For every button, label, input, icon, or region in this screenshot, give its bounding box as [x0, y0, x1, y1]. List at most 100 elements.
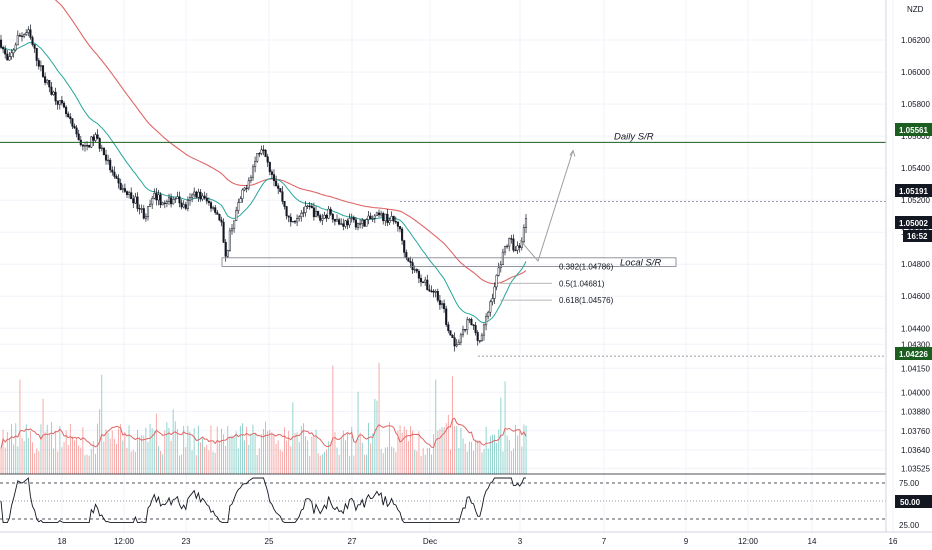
volume-bar — [414, 449, 416, 474]
candle-body — [352, 217, 355, 221]
volume-bar — [189, 431, 191, 474]
candle-body — [241, 189, 244, 199]
candle-body — [107, 159, 110, 162]
svg-text:1.05002: 1.05002 — [899, 219, 928, 228]
candle-body — [123, 188, 126, 192]
volume-bar — [237, 448, 239, 474]
candle-body — [338, 219, 341, 225]
fibonacci-levels[interactable]: 0.382(1.04786) 0.5(1.04681) 0.618(1.04576) — [500, 262, 614, 305]
volume-bar — [229, 437, 231, 474]
volume-bar — [269, 429, 271, 474]
volume-bar — [498, 429, 500, 474]
volume-bar — [97, 423, 98, 474]
volume-bar — [145, 427, 147, 474]
projection-path[interactable] — [519, 150, 574, 263]
volume-bar — [359, 432, 361, 474]
candle-body — [71, 118, 74, 127]
candle-body — [94, 134, 97, 141]
volume-bar — [307, 440, 309, 474]
volume-bar — [124, 432, 126, 474]
volume-bar — [370, 443, 372, 474]
candle-body — [33, 44, 36, 49]
volume-bar — [149, 423, 151, 474]
volume-bar — [84, 455, 86, 474]
volume-bar — [120, 424, 122, 474]
candle-body — [96, 134, 99, 139]
volume-bar — [492, 434, 493, 474]
candle-body — [371, 218, 374, 220]
volume-bar — [126, 447, 128, 474]
local-sr-zone[interactable] — [221, 257, 677, 267]
volume-bar — [78, 445, 80, 474]
volume-bar — [489, 436, 491, 474]
candle-body — [365, 219, 368, 227]
candle-body — [214, 207, 217, 213]
candle-body — [176, 196, 179, 199]
daily-sr-tag: 1.05561 — [895, 123, 932, 136]
candle-body — [54, 91, 57, 102]
volume-bar — [32, 442, 33, 474]
candle-body — [350, 217, 353, 219]
volume-bar — [410, 426, 411, 474]
volume-bar — [86, 454, 88, 474]
volume-bar — [303, 423, 304, 474]
candle-body — [512, 238, 515, 251]
volume-bar — [174, 421, 176, 474]
candle-body — [52, 91, 55, 95]
volume-bar — [324, 451, 325, 474]
price-tick-label: 1.03760 — [901, 427, 930, 436]
volume-bar — [403, 426, 405, 474]
volume-bar — [128, 425, 130, 474]
volume-bar — [487, 448, 489, 474]
volume-bar — [74, 440, 75, 474]
volume-bar — [113, 439, 115, 474]
candle-body — [10, 52, 13, 57]
candle-body — [403, 240, 406, 253]
candle-body — [325, 214, 328, 219]
volume-bar — [147, 441, 149, 474]
volume-bar — [130, 451, 132, 474]
volume-bar — [36, 448, 38, 474]
volume-bar — [181, 454, 182, 474]
candle-body — [272, 174, 276, 182]
volume-bar — [452, 376, 453, 474]
volume-bar — [88, 455, 90, 474]
volume-bar — [334, 432, 336, 474]
candle-body — [193, 191, 196, 196]
candle-body — [289, 216, 292, 223]
volume-bar — [38, 451, 40, 474]
candle-body — [314, 210, 318, 218]
volume-bars — [0, 362, 527, 474]
candle-body — [195, 191, 198, 198]
candle-body — [41, 65, 45, 77]
time-axis[interactable]: 18 12:00 23 25 27 Dec 3 7 9 12:00 14 16 — [58, 537, 898, 546]
volume-bar — [27, 437, 29, 474]
candle-body — [245, 187, 248, 190]
candle-body — [302, 212, 305, 214]
candle-body — [39, 65, 42, 67]
candle-body — [279, 188, 282, 192]
volume-bar — [326, 449, 327, 474]
candle-body — [449, 330, 452, 336]
volume-bar — [193, 428, 195, 474]
candle-body — [159, 194, 162, 206]
candle-body — [506, 245, 509, 248]
volume-bar — [166, 422, 168, 474]
price-axis[interactable]: NZD 1.06200 1.06000 1.05800 1.05600 1.05400 1… — [901, 5, 930, 473]
volume-bar — [483, 448, 485, 474]
volume-bar — [277, 440, 279, 474]
candle-body — [256, 153, 259, 162]
candle-body — [514, 249, 517, 252]
candle-body — [417, 270, 420, 279]
volume-bar — [298, 441, 300, 474]
volume-bar — [378, 362, 380, 474]
volume-bar — [382, 453, 384, 474]
candle-body — [264, 149, 267, 158]
volume-bar — [134, 451, 136, 474]
volume-bar — [248, 444, 250, 474]
candle-body — [184, 204, 187, 209]
candle-body — [224, 242, 227, 257]
volume-bar — [420, 456, 422, 474]
candle-body — [464, 329, 467, 331]
